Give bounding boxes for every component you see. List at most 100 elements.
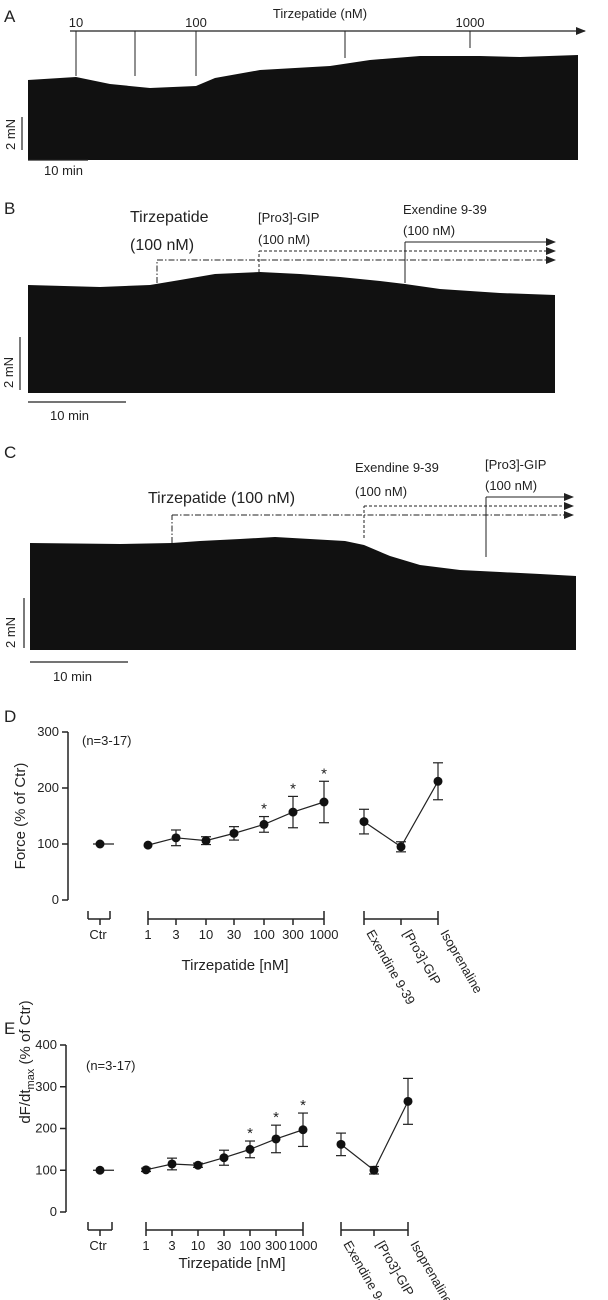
panel-d-x-tick-label-dose: 300 xyxy=(282,927,304,942)
panel-b: B Tirzepatide (100 nM) [Pro3]-GIP (100 n… xyxy=(1,199,556,423)
panel-e-blocker-point xyxy=(403,1096,413,1106)
panel-d-dose-point xyxy=(143,840,153,850)
panel-e-blocker-line xyxy=(340,1101,409,1172)
panel-e-x-axis-label: Tirzepatide [nM] xyxy=(179,1255,286,1272)
panel-e-significance-star: * xyxy=(300,1097,306,1114)
panel-e-y-tick-label: 400 xyxy=(35,1037,57,1052)
panel-d-y-tick-label: 100 xyxy=(37,836,59,851)
panel-e-y-axis-label-sub: max xyxy=(25,1068,37,1089)
panel-e-y-tick-label: 300 xyxy=(35,1079,57,1094)
panel-b-drug3-conc: (100 nM) xyxy=(403,223,455,238)
panel-e-dose-point xyxy=(298,1125,308,1135)
panel-e-x-tick-label-dose: 100 xyxy=(239,1238,261,1253)
panel-d-dose-point xyxy=(259,819,269,829)
panel-d-dose-point xyxy=(288,807,298,817)
panel-e-n-note: (n=3-17) xyxy=(86,1058,136,1073)
panel-d-x-tick-label-dose: 1 xyxy=(144,927,151,942)
panel-e-x-tick-label-dose: 1000 xyxy=(289,1238,318,1253)
panel-b-force-trace xyxy=(28,272,555,393)
panel-d-blocker-point xyxy=(359,817,369,827)
panel-e-dose-point xyxy=(219,1153,229,1163)
panel-c-drug2-conc: (100 nM) xyxy=(355,484,407,499)
panel-e-significance-star: * xyxy=(247,1125,253,1142)
panel-b-drug2-conc: (100 nM) xyxy=(258,232,310,247)
panel-a-label: A xyxy=(4,7,16,26)
panel-e-dose-point xyxy=(193,1160,203,1170)
panel-d-blocker-point xyxy=(433,776,443,786)
panel-d-dose-point xyxy=(229,828,239,838)
panel-e-y-axis-label-tail: (% of Ctr) xyxy=(17,1000,34,1068)
panel-e-x-tick-label-dose: 300 xyxy=(265,1238,287,1253)
panel-e-blocker-point xyxy=(369,1165,379,1175)
panel-e-y-tick-label: 0 xyxy=(50,1204,57,1219)
panel-d-y-tick-label: 0 xyxy=(52,892,59,907)
panel-e-significance-star: * xyxy=(273,1109,279,1126)
panel-d-x-tick-label-dose: 10 xyxy=(199,927,213,942)
panel-b-label: B xyxy=(4,199,15,218)
panel-e-y-axis-label: dF/dtmax (% of Ctr) xyxy=(17,1000,37,1123)
panel-d-dose-point xyxy=(319,797,329,807)
panel-d-x-tick-label-dose: 3 xyxy=(172,927,179,942)
panel-d-x-tick-label-dose: 1000 xyxy=(310,927,339,942)
panel-e-blocker-point xyxy=(336,1139,346,1149)
panel-d-blocker-line xyxy=(363,780,439,848)
panel-e-x-tick-label-ctr: Ctr xyxy=(89,1238,107,1253)
panel-a-scale-force: 2 mN xyxy=(3,119,18,150)
panel-e-dose-point xyxy=(141,1165,151,1175)
panel-e-y-tick-label: 100 xyxy=(35,1162,57,1177)
panel-a-tick-10: 10 xyxy=(69,15,83,30)
panel-d: D (n=3-17) Force (% of Ctr) Tirzepatide … xyxy=(4,707,486,1007)
panel-b-drug3-name: Exendine 9-39 xyxy=(403,202,487,217)
panel-d-y-axis-label: Force (% of Ctr) xyxy=(12,763,29,870)
panel-d-y-tick-label: 300 xyxy=(37,724,59,739)
panel-d-significance-star: * xyxy=(290,780,296,797)
panel-e-label: E xyxy=(4,1019,15,1038)
panel-d-significance-star: * xyxy=(321,765,327,782)
panel-d-y-tick-label: 200 xyxy=(37,780,59,795)
panel-d-blocker-point xyxy=(396,842,406,852)
panel-c-drug1-label: Tirzepatide (100 nM) xyxy=(148,490,295,507)
panel-e-x-tick-label-dose: 30 xyxy=(217,1238,231,1253)
panel-d-n-note: (n=3-17) xyxy=(82,733,132,748)
panel-a-tick-100: 100 xyxy=(185,15,207,30)
panel-d-x-tick-label-dose: 100 xyxy=(253,927,275,942)
panel-c-drug3-conc: (100 nM) xyxy=(485,478,537,493)
panel-d-dose-point xyxy=(201,836,211,846)
panel-e-x-tick-label-dose: 3 xyxy=(168,1238,175,1253)
panel-e-dose-point xyxy=(245,1144,255,1154)
panel-e-x-tick-label-dose: 10 xyxy=(191,1238,205,1253)
panel-c-scale-force: 2 mN xyxy=(3,617,18,648)
panel-a-axis-title: Tirzepatide (nM) xyxy=(273,6,367,21)
panel-a-scale-time: 10 min xyxy=(44,163,83,178)
panel-e-y-axis-label-main: dF/dt xyxy=(17,1089,34,1124)
panel-a-force-trace xyxy=(28,55,578,160)
panel-b-drug2-name: [Pro3]-GIP xyxy=(258,210,319,225)
panel-d-ctr-point xyxy=(95,839,105,849)
panel-d-x-axis-label: Tirzepatide [nM] xyxy=(182,957,289,974)
panel-c-label: C xyxy=(4,443,16,462)
panel-c-force-trace xyxy=(30,537,576,650)
panel-c-drug3-name: [Pro3]-GIP xyxy=(485,457,546,472)
panel-d-x-tick-label-blocker: Isoprenaline xyxy=(437,927,485,996)
panel-e-ctr-point xyxy=(95,1165,105,1175)
panel-b-scale-force: 2 mN xyxy=(1,357,16,388)
panel-a-tick-1000: 1000 xyxy=(456,15,485,30)
panel-e-dose-point xyxy=(167,1159,177,1169)
panel-e-x-tick-label-dose: 1 xyxy=(142,1238,149,1253)
panel-e: E (n=3-17) dF/dtmax (% of Ctr) Tirzepati… xyxy=(4,1000,456,1300)
panel-d-x-tick-label-dose: 30 xyxy=(227,927,241,942)
panel-b-drug1-name: Tirzepatide xyxy=(130,209,209,226)
panel-d-dose-point xyxy=(171,833,181,843)
panel-b-drug1-conc: (100 nM) xyxy=(130,237,194,254)
panel-e-dose-point xyxy=(271,1134,281,1144)
panel-d-significance-star: * xyxy=(261,801,267,818)
panel-c: C Tirzepatide (100 nM) Exendine 9-39 (10… xyxy=(3,443,576,684)
panel-a: A Tirzepatide (nM) 10 100 1000 2 mN 10 m… xyxy=(3,6,586,178)
panel-c-drug2-name: Exendine 9-39 xyxy=(355,460,439,475)
panel-b-scale-time: 10 min xyxy=(50,408,89,423)
panel-d-x-tick-label-ctr: Ctr xyxy=(89,927,107,942)
panel-c-scale-time: 10 min xyxy=(53,669,92,684)
panel-d-label: D xyxy=(4,707,16,726)
panel-e-y-tick-label: 200 xyxy=(35,1121,57,1136)
